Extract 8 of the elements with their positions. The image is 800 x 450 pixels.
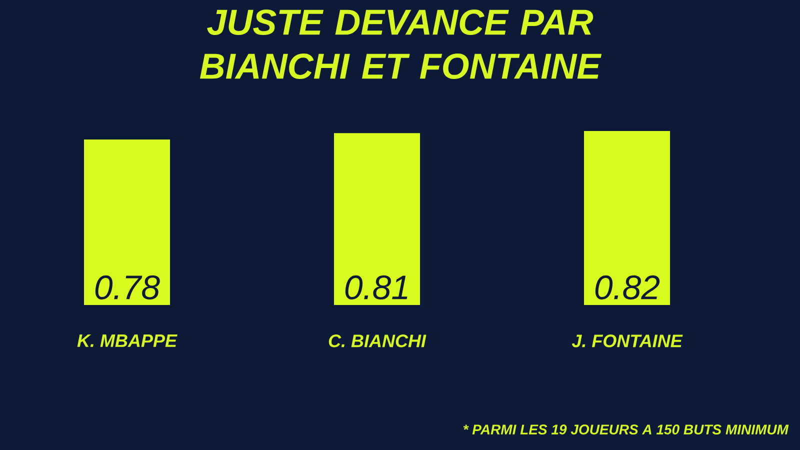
text: * PARMI LES 19 JOUEURS A 150 BUTS MINIMUM [463, 424, 789, 434]
x-tick-label: K. MBAPPE [77, 334, 178, 347]
chart-title: JUSTE DEVANCE PAR BIANCHI ET FONTAINE [200, 10, 602, 80]
data-label: 0.81 [345, 275, 408, 300]
data-label: 0.82 [595, 275, 660, 300]
x-tick-label: J. FONTAINE [572, 334, 683, 348]
x-tick-label: C. BIANCHI [328, 334, 426, 348]
data-label: 0.78 [95, 275, 160, 300]
